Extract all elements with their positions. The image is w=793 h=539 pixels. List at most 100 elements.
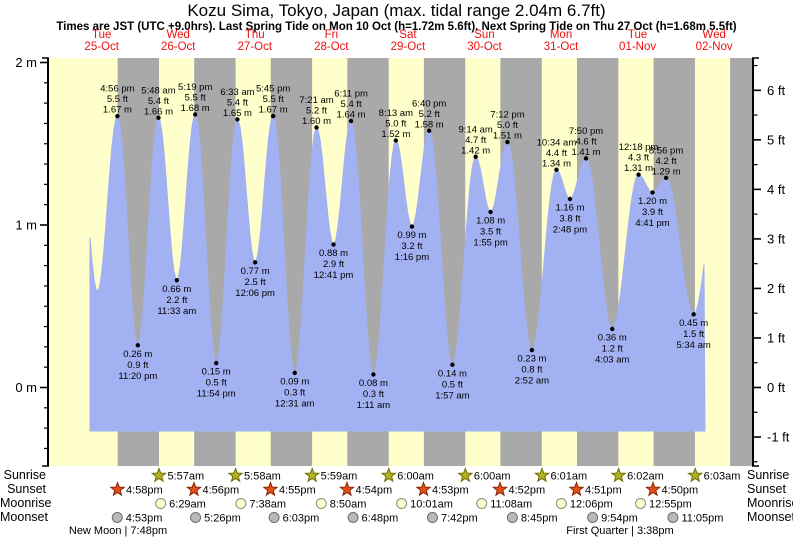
moonrise-row-label-right: Moonrise — [747, 496, 793, 510]
high-tide-label: 6:33 am — [220, 87, 254, 98]
moonrise-time: 12:06pm — [570, 499, 613, 511]
low-tide-label: 4:03 am — [595, 355, 629, 366]
high-tide-label: 4.4 ft — [546, 148, 567, 159]
moonset-moon-icon — [268, 512, 280, 523]
moonset-moon-icon — [111, 512, 123, 523]
high-tide-label: 5.4 ft — [148, 96, 169, 107]
day-name-label: Fri — [325, 29, 338, 41]
moonrise-moon-icon — [635, 498, 647, 509]
high-tide-label: 1.31 m — [624, 163, 653, 174]
moonset-moon-icon — [190, 512, 202, 523]
moonset-moon-icon — [426, 512, 438, 523]
moonset-time: 6:48pm — [362, 513, 399, 525]
sunrise-star-icon — [687, 467, 704, 483]
sunset-time: 4:54pm — [355, 485, 392, 497]
day-date-label: 30-Oct — [467, 41, 502, 53]
low-tide-label: 12:31 am — [275, 398, 315, 409]
low-tide-label: 1.16 m — [555, 203, 584, 214]
sunset-row-label-right: Sunset — [747, 482, 786, 496]
moonrise-moon-icon — [235, 498, 247, 509]
high-tide-label: 5.5 ft — [107, 94, 128, 105]
day-date-label: 01-Nov — [619, 41, 656, 53]
moonset-time: 6:03pm — [283, 513, 320, 525]
low-tide-label: 0.14 m — [438, 368, 467, 379]
high-tide-label: 5.0 ft — [385, 119, 406, 130]
moonset-time: 4:53pm — [126, 513, 163, 525]
low-tide-label: 0.23 m — [517, 354, 546, 365]
high-tide-label: 7:12 pm — [490, 110, 524, 121]
moonrise-moon-icon — [555, 498, 567, 509]
low-tide-label: 2.5 ft — [245, 277, 266, 288]
tide-point-dot — [505, 139, 510, 145]
tide-point-dot — [270, 113, 276, 119]
sunrise-star-icon — [610, 467, 627, 483]
right-axis-label: -1 ft — [767, 430, 790, 445]
high-tide-label: 1.66 m — [144, 106, 173, 117]
high-tide-label: 1.64 m — [337, 110, 366, 121]
tide-point-dot — [252, 260, 258, 265]
low-tide-label: 3.5 ft — [480, 227, 501, 238]
low-tide-label: 3.9 ft — [642, 207, 663, 218]
tide-point-dot — [156, 115, 161, 120]
chart-subtitle: Times are JST (UTC +9.0hrs). Last Spring… — [56, 21, 737, 33]
day-name-label: Thu — [245, 29, 265, 41]
high-tide-label: 5:48 am — [141, 85, 175, 96]
left-axis-label: 2 m — [15, 55, 37, 70]
moonset-moon-icon — [667, 512, 679, 523]
right-axis-label: 6 ft — [767, 83, 785, 98]
sunrise-time: 6:00am — [474, 471, 511, 483]
high-tide-label: 1.52 m — [381, 129, 410, 140]
sunrise-star-icon — [150, 467, 167, 483]
sunset-star-icon — [645, 481, 662, 497]
high-tide-label: 1.41 m — [572, 147, 601, 158]
low-tide-label: 0.3 ft — [363, 389, 384, 400]
low-tide-label: 1.5 ft — [683, 329, 704, 340]
moonset-time: 5:26pm — [204, 513, 241, 525]
sunrise-time: 6:03am — [704, 471, 741, 483]
low-tide-label: 0.08 m — [359, 378, 388, 389]
high-tide-label: 7:21 am — [299, 95, 333, 106]
tide-point-dot — [348, 118, 354, 124]
left-axis-label: 1 m — [15, 218, 37, 233]
moonset-row-label-right: Moonset — [747, 510, 793, 524]
high-tide-label: 7:50 pm — [569, 126, 603, 137]
low-tide-label: 2.2 ft — [166, 295, 187, 306]
low-tide-label: 11:54 pm — [197, 389, 236, 400]
sunset-star-icon — [262, 481, 279, 497]
high-tide-label: 1.60 m — [302, 116, 331, 127]
tide-point-dot — [636, 172, 641, 177]
moonset-time: 7:42pm — [441, 513, 478, 525]
tide-point-dot — [488, 209, 493, 215]
sunset-star-icon — [491, 481, 509, 497]
low-tide-label: 11:33 am — [157, 306, 196, 317]
moonrise-time: 11:08am — [490, 499, 532, 511]
sunset-star-icon — [185, 481, 202, 497]
high-tide-label: 1.29 m — [652, 166, 681, 177]
day-date-label: 29-Oct — [391, 41, 426, 53]
tide-point-dot — [393, 138, 399, 143]
sunset-time: 4:51pm — [585, 485, 622, 497]
day-name-label: Wed — [702, 29, 725, 41]
sunset-time: 4:53pm — [432, 485, 469, 497]
tide-point-dot — [135, 343, 141, 348]
moonset-moon-icon — [587, 512, 599, 523]
tide-point-dot — [554, 167, 559, 172]
low-tide-label: 0.26 m — [123, 349, 152, 360]
high-tide-label: 4.6 ft — [575, 136, 596, 147]
high-tide-label: 5:45 pm — [256, 84, 290, 95]
sunset-star-icon — [415, 481, 432, 497]
moonrise-time: 10:01am — [410, 499, 453, 511]
low-tide-label: 1.2 ft — [602, 344, 623, 355]
tide-point-dot — [610, 326, 615, 332]
sunset-time: 4:52pm — [509, 485, 546, 497]
low-tide-label: 1.20 m — [638, 196, 667, 207]
sunrise-time: 5:59am — [321, 471, 358, 483]
right-axis-label: 2 ft — [767, 281, 785, 296]
high-tide-label: 8:56 pm — [649, 145, 683, 156]
low-tide-label: 11:20 pm — [118, 371, 157, 382]
moon-phase-label: New Moon | 7:48pm — [69, 525, 167, 537]
high-tide-label: 1.67 m — [259, 105, 288, 116]
day-date-label: 02-Nov — [696, 41, 733, 53]
